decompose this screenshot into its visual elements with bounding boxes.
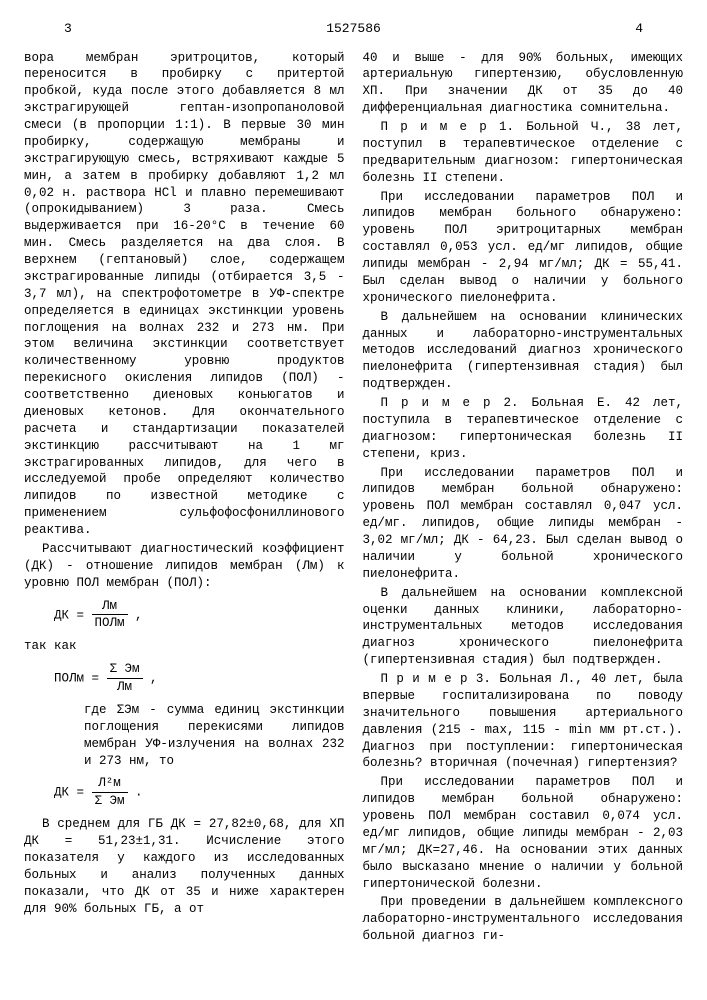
page-header: 3 1527586 4: [24, 20, 683, 38]
denominator: Σ Эм: [92, 793, 128, 810]
formula-lhs: ПОЛм =: [54, 672, 107, 686]
right-para-9: При исследовании параметров ПОЛ и липидо…: [363, 774, 684, 892]
right-para-4: В дальнейшем на основании клинических да…: [363, 309, 684, 393]
left-col-number: 3: [64, 20, 72, 38]
left-para-2: Рассчитывают диагностический коэффициент…: [24, 541, 345, 592]
right-para-8: П р и м е р 3. Больная Л., 40 лет, была …: [363, 671, 684, 772]
right-para-2: П р и м е р 1. Больной Ч., 38 лет, посту…: [363, 119, 684, 187]
two-column-layout: вора мембран эритроцитов, который перено…: [24, 50, 683, 948]
formula-dk-2: ДК = Л²м Σ Эм .: [54, 775, 345, 810]
right-para-7: В дальнейшем на основании комплексной оц…: [363, 585, 684, 669]
right-column: 40 и выше - для 90% больных, имеющих арт…: [363, 50, 684, 948]
fraction: Σ Эм Лм: [107, 661, 143, 696]
formula-lhs: ДК =: [54, 786, 92, 800]
denominator: ПОЛм: [92, 615, 128, 632]
document-number: 1527586: [326, 20, 381, 38]
left-column: вора мембран эритроцитов, который перено…: [24, 50, 345, 948]
right-para-3: При исследовании параметров ПОЛ и липидо…: [363, 189, 684, 307]
right-para-10: При проведении в дальнейшем комплексного…: [363, 894, 684, 945]
formula-lhs: ДК =: [54, 608, 92, 622]
formula-dk-1: ДК = Лм ПОЛм ,: [54, 598, 345, 633]
numerator: Лм: [92, 598, 128, 616]
right-col-number: 4: [635, 20, 643, 38]
left-para-1: вора мембран эритроцитов, который перено…: [24, 50, 345, 539]
where-clause: где ΣЭм - сумма единиц экстинкции поглощ…: [44, 702, 345, 770]
denominator: Лм: [107, 679, 143, 696]
fraction: Лм ПОЛм: [92, 598, 128, 633]
left-para-3: так как: [24, 638, 345, 655]
numerator: Л²м: [92, 775, 128, 793]
right-para-5: П р и м е р 2. Больная Е. 42 лет, поступ…: [363, 395, 684, 463]
right-para-1: 40 и выше - для 90% больных, имеющих арт…: [363, 50, 684, 118]
formula-pol: ПОЛм = Σ Эм Лм ,: [54, 661, 345, 696]
fraction: Л²м Σ Эм: [92, 775, 128, 810]
left-para-4: В среднем для ГБ ДК = 27,82±0,68, для ХП…: [24, 816, 345, 917]
numerator: Σ Эм: [107, 661, 143, 679]
right-para-6: При исследовании параметров ПОЛ и липидо…: [363, 465, 684, 583]
